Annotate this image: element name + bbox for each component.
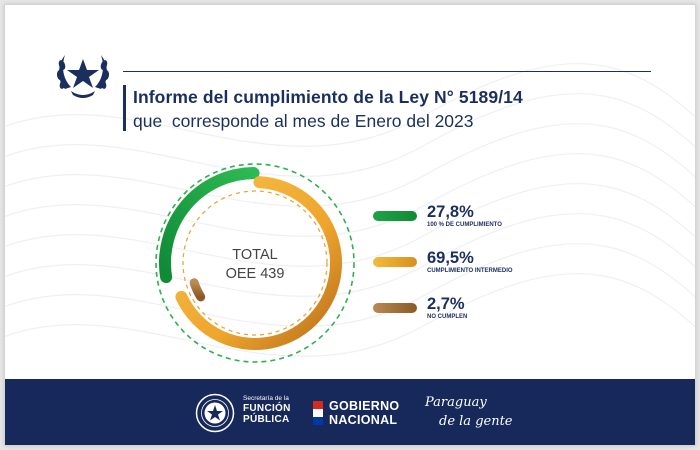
donut-chart: TOTAL OEE 439 <box>155 163 355 363</box>
slice-cumplimiento-intermedio <box>175 176 342 350</box>
national-star-emblem-icon <box>56 55 110 98</box>
header-rule <box>123 71 651 72</box>
chart-legend: 27,8% 100 % de cumplimiento 69,5% Cumpli… <box>373 201 603 339</box>
legend-item-cumplimiento: 27,8% 100 % de cumplimiento <box>373 201 603 247</box>
legend-value: 27,8% <box>427 203 474 221</box>
pdg-line1: Paraguay <box>425 395 487 410</box>
donut-center-total: TOTAL <box>232 247 277 263</box>
legend-swatch-orange <box>373 257 417 267</box>
slice-100-cumplimiento <box>159 167 260 284</box>
legend-item-no-cumplen: 2,7% No cumplen <box>373 293 603 339</box>
donut-center-oee: OEE 439 <box>226 266 285 282</box>
sfp-line2: FUNCIÓN <box>243 403 291 414</box>
legend-item-intermedio: 69,5% Cumplimiento intermedio <box>373 247 603 293</box>
gobierno-nacional-logo: GOBIERNO NACIONAL <box>329 399 399 427</box>
sfp-line1: Secretaría de la <box>243 395 289 402</box>
gn-line2: NACIONAL <box>329 413 398 427</box>
infographic-frame: Informe del cumplimiento de la Ley N° 51… <box>4 4 696 446</box>
inner-dashed-ring <box>182 190 328 336</box>
paraguay-de-la-gente-logo: Paraguay de la gente <box>425 393 513 431</box>
legend-value: 2,7% <box>427 295 465 313</box>
sfp-line3: PÚBLICA <box>243 414 290 425</box>
republic-seal-icon <box>195 393 235 433</box>
outer-dashed-ring <box>155 163 355 363</box>
footer-band: Secretaría de la FUNCIÓN PÚBLICA GOBIERN… <box>5 379 695 445</box>
sfp-logo: Secretaría de la FUNCIÓN PÚBLICA <box>243 395 291 425</box>
wave-background <box>5 63 695 357</box>
page-subtitle: que corresponde al mes de Enero del 2023 <box>133 111 474 131</box>
legend-label: No cumplen <box>427 314 468 320</box>
legend-value: 69,5% <box>427 249 474 267</box>
page-title: Informe del cumplimiento de la Ley N° 51… <box>133 87 523 107</box>
legend-label: 100 % de cumplimiento <box>427 222 502 228</box>
pdg-line2: de la gente <box>439 414 513 429</box>
legend-swatch-green <box>373 211 417 221</box>
slice-no-cumplen <box>189 278 206 302</box>
legend-label: Cumplimiento intermedio <box>427 268 513 274</box>
gn-line1: GOBIERNO <box>329 399 400 413</box>
legend-swatch-brown <box>373 303 417 313</box>
paraguay-flag-icon <box>313 401 323 425</box>
title-accent-bar <box>123 85 126 131</box>
